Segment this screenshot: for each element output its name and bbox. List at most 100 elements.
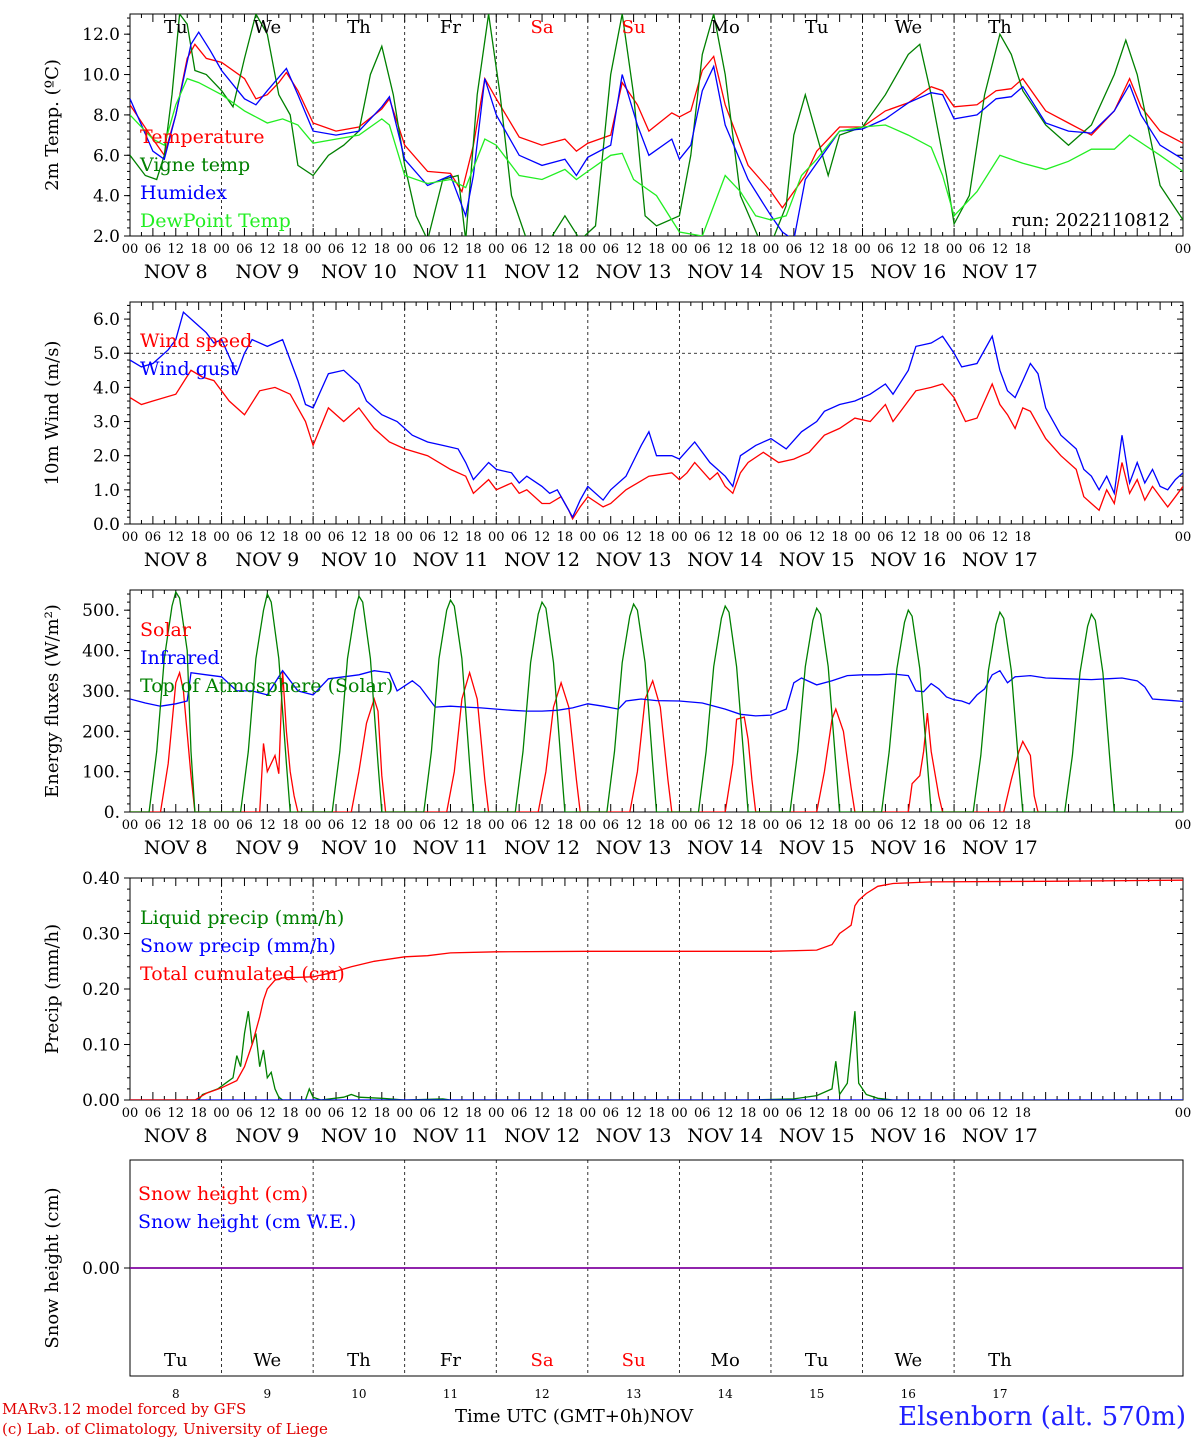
temp-y-tick-label: 4.0 bbox=[93, 187, 120, 207]
temp-date-label: NOV 11 bbox=[413, 261, 489, 283]
temp-hour-label: 12 bbox=[992, 242, 1009, 257]
temp-date-label: NOV 9 bbox=[235, 261, 299, 283]
temp-hour-label: 06 bbox=[511, 242, 528, 257]
precip-hour-label: 18 bbox=[282, 1106, 299, 1121]
temp-hour-label: 18 bbox=[557, 242, 574, 257]
wind-hour-label: 18 bbox=[465, 530, 482, 545]
temp-hour-label: 12 bbox=[625, 242, 642, 257]
wind-hour-label: 06 bbox=[419, 530, 436, 545]
precip-date-label: NOV 9 bbox=[235, 1125, 299, 1147]
energy-hour-label: 12 bbox=[900, 818, 917, 833]
precip-hour-label: 00 bbox=[946, 1106, 963, 1121]
wind-hour-label: 12 bbox=[808, 530, 825, 545]
wind-hour-label: 00 bbox=[671, 530, 688, 545]
temp-hour-label: 12 bbox=[442, 242, 459, 257]
precip-hour-label: 06 bbox=[419, 1106, 436, 1121]
snow-day-name: Tu bbox=[805, 1350, 829, 1371]
wind-date-label: NOV 15 bbox=[779, 549, 855, 571]
wind-hour-label: 12 bbox=[534, 530, 551, 545]
energy-y-tick-label: 0. bbox=[104, 803, 120, 823]
temp-series-dewpoint-temp bbox=[130, 77, 1183, 236]
energy-hour-label: 12 bbox=[351, 818, 368, 833]
temp-series-temperature bbox=[130, 43, 1183, 209]
temp-hour-label: 00 bbox=[580, 242, 597, 257]
temp-hour-label: 00 bbox=[671, 242, 688, 257]
temp-series-humidex bbox=[130, 30, 1183, 236]
precip-y-tick-label: 0.20 bbox=[82, 980, 120, 1000]
temp-day-name: Sa bbox=[531, 17, 554, 38]
precip-hour-label: 12 bbox=[625, 1106, 642, 1121]
temp-day-name: We bbox=[254, 17, 282, 38]
wind-hour-label: 00 bbox=[396, 530, 413, 545]
wind-hour-label: 18 bbox=[740, 530, 757, 545]
energy-date-label: NOV 15 bbox=[779, 837, 855, 859]
energy-hour-label: 18 bbox=[557, 818, 574, 833]
energy-hour-label: 12 bbox=[625, 818, 642, 833]
precip-hour-label: 00 bbox=[305, 1106, 322, 1121]
precip-y-tick-label: 0.30 bbox=[82, 925, 120, 945]
energy-date-label: NOV 14 bbox=[687, 837, 763, 859]
precip-hour-label: 18 bbox=[831, 1106, 848, 1121]
temp-date-label: NOV 16 bbox=[870, 261, 946, 283]
wind-hour-label: 00 bbox=[946, 530, 963, 545]
wind-y-tick-label: 1.0 bbox=[93, 481, 120, 501]
snow-day-name: Sa bbox=[531, 1350, 554, 1371]
energy-legend-entry: Top of Atmosphere (Solar) bbox=[140, 675, 393, 697]
temp-hour-label: 18 bbox=[374, 242, 391, 257]
wind-hour-label: 18 bbox=[648, 530, 665, 545]
lab-credit: (c) Lab. of Climatology, University of L… bbox=[2, 1420, 328, 1438]
model-credit: MARv3.12 model forced by GFS bbox=[2, 1400, 247, 1418]
precip-date-label: NOV 11 bbox=[413, 1125, 489, 1147]
energy-y-tick-label: 500. bbox=[82, 601, 120, 621]
temp-hour-label: 18 bbox=[465, 242, 482, 257]
temp-hour-label: 06 bbox=[602, 242, 619, 257]
temp-hour-label: 12 bbox=[900, 242, 917, 257]
wind-hour-label: 12 bbox=[442, 530, 459, 545]
precip-legend-entry: Snow precip (mm/h) bbox=[140, 935, 336, 957]
wind-hour-label: 06 bbox=[145, 530, 162, 545]
precip-hour-label: 18 bbox=[1014, 1106, 1031, 1121]
wind-y-tick-label: 2.0 bbox=[93, 447, 120, 467]
energy-hour-label: 18 bbox=[465, 818, 482, 833]
precip-hour-label: 12 bbox=[351, 1106, 368, 1121]
wind-hour-label: 18 bbox=[190, 530, 207, 545]
snow-day-name: Su bbox=[622, 1350, 646, 1371]
precip-hour-label: 12 bbox=[168, 1106, 185, 1121]
wind-y-tick-label: 6.0 bbox=[93, 310, 120, 330]
wind-hour-label: 00 bbox=[1175, 530, 1192, 545]
precip-hour-label: 06 bbox=[786, 1106, 803, 1121]
temp-day-name: Mo bbox=[711, 17, 740, 38]
wind-hour-label: 18 bbox=[831, 530, 848, 545]
wind-frame bbox=[129, 301, 1184, 525]
wind-date-label: NOV 17 bbox=[962, 549, 1038, 571]
wind-hour-label: 00 bbox=[854, 530, 871, 545]
wind-date-label: NOV 14 bbox=[687, 549, 763, 571]
temp-y-tick-label: 10.0 bbox=[82, 66, 120, 86]
wind-hour-label: 06 bbox=[602, 530, 619, 545]
precip-hour-label: 00 bbox=[580, 1106, 597, 1121]
precip-hour-label: 18 bbox=[190, 1106, 207, 1121]
precip-hour-label: 12 bbox=[442, 1106, 459, 1121]
temp-date-label: NOV 17 bbox=[962, 261, 1038, 283]
energy-hour-label: 12 bbox=[717, 818, 734, 833]
precip-hour-label: 00 bbox=[213, 1106, 230, 1121]
precip-date-label: NOV 13 bbox=[596, 1125, 672, 1147]
temp-y-tick-label: 8.0 bbox=[93, 106, 120, 126]
energy-date-label: NOV 13 bbox=[596, 837, 672, 859]
precip-hour-label: 18 bbox=[465, 1106, 482, 1121]
precip-hour-label: 12 bbox=[259, 1106, 276, 1121]
energy-hour-label: 06 bbox=[328, 818, 345, 833]
precip-hour-label: 18 bbox=[374, 1106, 391, 1121]
temp-hour-label: 18 bbox=[831, 242, 848, 257]
energy-hour-label: 12 bbox=[442, 818, 459, 833]
temp-series-vigne-temp bbox=[130, 14, 1183, 236]
energy-hour-label: 12 bbox=[534, 818, 551, 833]
energy-hour-label: 18 bbox=[740, 818, 757, 833]
wind-hour-label: 12 bbox=[168, 530, 185, 545]
precip-date-label: NOV 10 bbox=[321, 1125, 397, 1147]
precip-hour-label: 18 bbox=[648, 1106, 665, 1121]
wind-hour-label: 00 bbox=[305, 530, 322, 545]
precip-hour-label: 00 bbox=[854, 1106, 871, 1121]
precip-hour-label: 00 bbox=[1175, 1106, 1192, 1121]
energy-series-infrared bbox=[130, 669, 1183, 717]
